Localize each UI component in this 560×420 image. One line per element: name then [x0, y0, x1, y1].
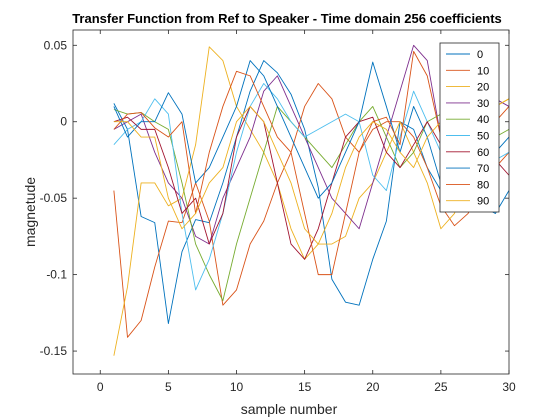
x-tick-label: 20: [366, 380, 380, 394]
plot-frame: [72, 29, 510, 375]
y-tick-label: 0.05: [44, 38, 68, 52]
legend-items: 0 10 20 30 40 50 60 70 80 90: [446, 49, 489, 208]
y-axis-label: magnetude: [22, 177, 38, 247]
legend-box: [439, 42, 500, 213]
x-tick-label: 5: [165, 380, 172, 394]
x-tick-label: 0: [97, 380, 104, 394]
legend-label-70: 70: [477, 163, 489, 175]
y-tick-label: -0.15: [40, 344, 68, 358]
plot-area: [73, 30, 509, 374]
x-tick-label: 10: [230, 380, 244, 394]
x-tick-label: 15: [298, 380, 312, 394]
x-axis-ticks: 0 5 10 15 20 25 30: [97, 30, 516, 394]
chart-title: Transfer Function from Ref to Speaker - …: [72, 11, 502, 26]
y-tick-label: -0.1: [46, 268, 67, 282]
legend-label-0: 0: [477, 49, 483, 61]
y-tick-label: 0: [60, 115, 67, 129]
legend-label-30: 30: [477, 98, 489, 110]
legend-label-50: 50: [477, 131, 489, 143]
legend-label-40: 40: [477, 114, 489, 126]
legend-label-20: 20: [477, 82, 489, 94]
legend-label-60: 60: [477, 147, 489, 159]
legend-label-10: 10: [477, 65, 489, 77]
legend: 0 10 20 30 40 50 60 70 80 90: [439, 42, 500, 213]
y-tick-label: -0.05: [40, 191, 68, 205]
legend-label-80: 80: [477, 179, 489, 191]
x-tick-label: 25: [434, 380, 448, 394]
legend-label-90: 90: [477, 196, 489, 208]
y-axis-ticks: 0.05 0 -0.05 -0.1 -0.15: [40, 38, 509, 358]
x-tick-label: 30: [502, 380, 516, 394]
x-axis-label: sample number: [241, 401, 338, 417]
